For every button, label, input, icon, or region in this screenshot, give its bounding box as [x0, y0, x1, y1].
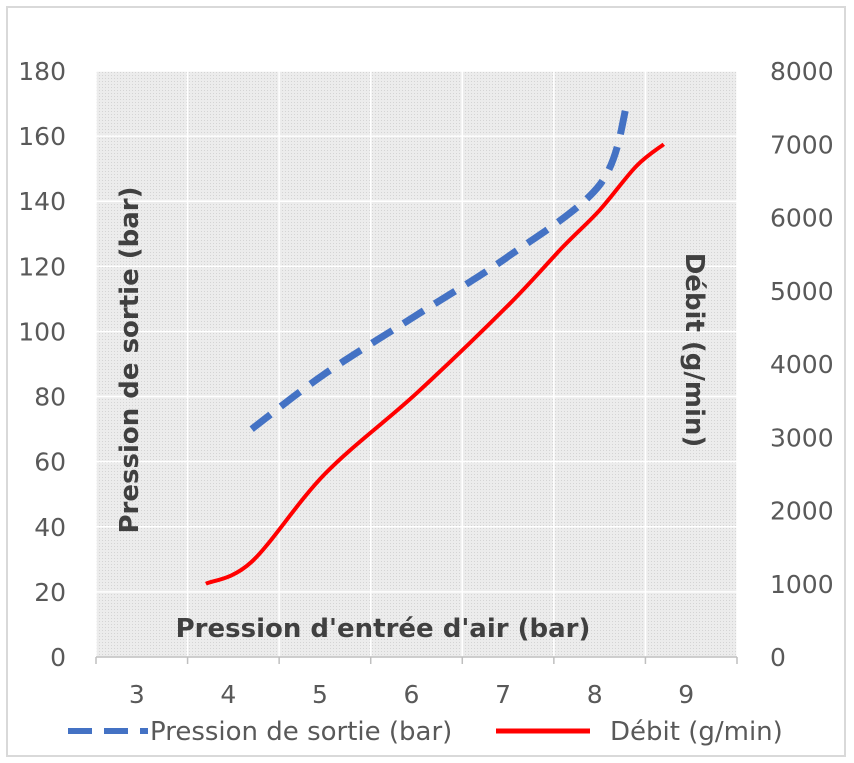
- x-tick-label: 6: [404, 680, 420, 709]
- legend: Pression de sortie (bar) Débit (g/min): [68, 717, 783, 747]
- y-axis-right-ticks: 0 1000 2000 3000 4000 5000 6000 7000 8000: [770, 57, 834, 672]
- y-tick-label: 0: [50, 643, 66, 672]
- y2-tick-label: 3000: [770, 423, 834, 452]
- y-tick-label: 60: [34, 448, 66, 477]
- plot-area: [96, 71, 737, 657]
- y-tick-label: 120: [18, 252, 66, 281]
- x-axis-title: Pression d'entrée d'air (bar): [176, 614, 591, 644]
- y2-tick-label: 4000: [770, 350, 834, 379]
- y-axis-title: Pression de sortie (bar): [115, 186, 145, 533]
- y2-axis-title: Débit (g/min): [679, 253, 709, 448]
- y2-tick-label: 5000: [770, 277, 834, 306]
- y2-tick-label: 1000: [770, 570, 834, 599]
- x-tick-label: 9: [678, 680, 694, 709]
- y-tick-label: 100: [18, 317, 66, 346]
- x-tick-label: 4: [220, 680, 236, 709]
- x-tick-label: 8: [587, 680, 603, 709]
- legend-label-debit: Débit (g/min): [610, 717, 783, 747]
- y2-tick-label: 8000: [770, 57, 834, 86]
- series-line-pression-de-sortie: [249, 102, 631, 432]
- x-tick-label: 5: [312, 680, 328, 709]
- y2-tick-label: 6000: [770, 204, 834, 233]
- y2-tick-label: 0: [770, 643, 786, 672]
- x-tick-label: 3: [129, 680, 145, 709]
- y-tick-label: 80: [34, 383, 66, 412]
- y2-tick-label: 2000: [770, 497, 834, 526]
- x-tick-label: 7: [495, 680, 511, 709]
- y-tick-label: 160: [18, 122, 66, 151]
- y-tick-label: 20: [34, 578, 66, 607]
- legend-label-pression: Pression de sortie (bar): [150, 717, 452, 747]
- y2-tick-label: 7000: [770, 130, 834, 159]
- series-group: [205, 102, 665, 586]
- y-tick-label: 140: [18, 187, 66, 216]
- y-axis-left-ticks: 0 20 40 60 80 100 120 140 160 180: [18, 57, 66, 672]
- y-tick-label: 40: [34, 513, 66, 542]
- y-tick-label: 180: [18, 57, 66, 86]
- x-axis: 3 4 5 6 7 8 9: [95, 656, 738, 709]
- series-line-debit: [205, 142, 665, 586]
